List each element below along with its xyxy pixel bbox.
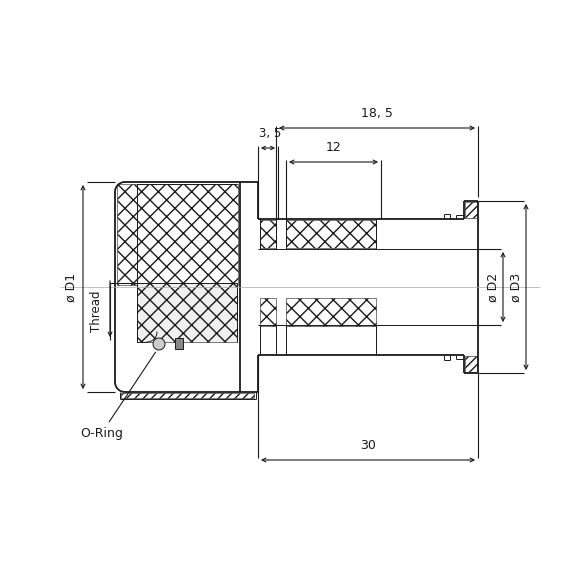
- Text: ø D3: ø D3: [509, 272, 523, 301]
- Bar: [465, 202, 477, 218]
- Text: 18, 5: 18, 5: [361, 107, 393, 120]
- Text: 12: 12: [325, 141, 342, 154]
- Bar: [175, 338, 183, 349]
- Circle shape: [153, 338, 165, 350]
- Bar: [260, 298, 276, 326]
- Bar: [286, 220, 376, 248]
- Bar: [465, 356, 477, 372]
- Bar: [137, 283, 237, 342]
- Text: Thread: Thread: [90, 291, 104, 332]
- Bar: [286, 298, 376, 326]
- Text: 30: 30: [360, 439, 376, 452]
- Text: O-Ring: O-Ring: [80, 352, 155, 440]
- Bar: [121, 393, 254, 398]
- Text: 3, 5: 3, 5: [259, 127, 281, 140]
- Text: ø D1: ø D1: [65, 272, 77, 301]
- Bar: [260, 220, 276, 248]
- Bar: [117, 184, 238, 285]
- Text: ø D2: ø D2: [487, 272, 499, 301]
